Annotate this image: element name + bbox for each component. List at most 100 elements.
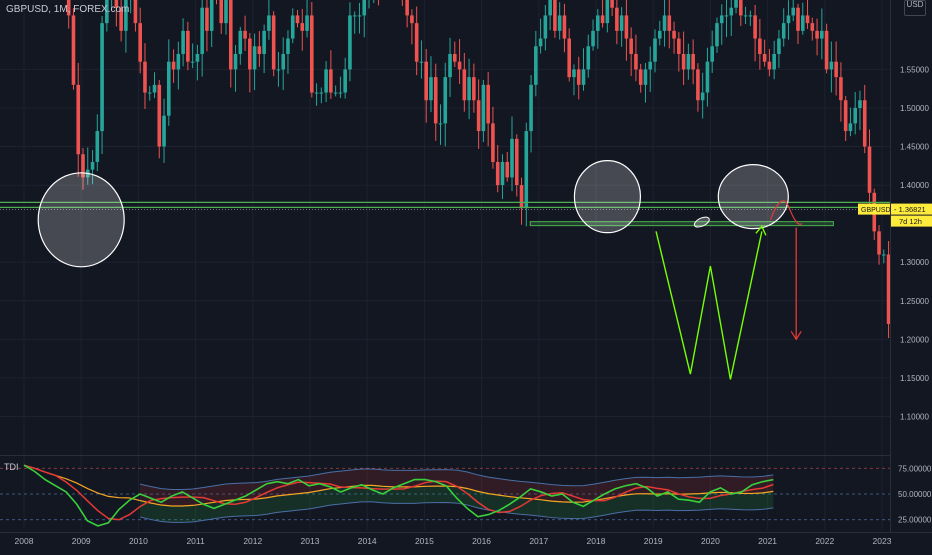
- symbol-title[interactable]: GBPUSD, 1M, FOREX.com: [6, 4, 130, 15]
- candle-body: [257, 46, 262, 54]
- candle-body: [862, 100, 867, 147]
- drawing-annotations: [0, 160, 890, 380]
- candle-body: [596, 15, 600, 31]
- tdi-indicator: TDI: [0, 455, 932, 527]
- symbol-tag-label: GBPUSD: [861, 207, 891, 214]
- candle-body: [472, 77, 476, 101]
- candle-body: [800, 15, 805, 31]
- candle-body: [839, 77, 843, 101]
- time-tick-label: 2012: [243, 536, 262, 546]
- tdi-base-line: [23, 464, 774, 507]
- candle-body: [777, 38, 781, 54]
- candle-body: [476, 100, 481, 132]
- price-tick-label: 1.25000: [900, 297, 929, 306]
- candle-body: [705, 61, 710, 93]
- time-tick-label: 2015: [415, 536, 434, 546]
- price-tag-value: - 1.36821: [894, 205, 926, 214]
- candle-body: [95, 131, 100, 162]
- candle-body: [562, 15, 567, 39]
- tdi-upper-band: [139, 468, 774, 491]
- candle-body: [281, 53, 285, 70]
- time-tick-label: 2023: [873, 536, 892, 546]
- candle-body: [338, 92, 343, 94]
- candle-body: [567, 38, 571, 78]
- candle-body: [66, 0, 71, 16]
- candle-body: [629, 38, 633, 54]
- candle-body: [310, 15, 314, 93]
- candle-body: [519, 185, 524, 209]
- price-tick-label: 1.30000: [900, 258, 929, 267]
- time-tick-label: 2013: [301, 536, 320, 546]
- candle-body: [853, 107, 857, 124]
- candle-body: [333, 92, 338, 94]
- candle-body: [610, 0, 614, 8]
- tdi-tick-label: 25.00000: [898, 516, 932, 525]
- candle-body: [820, 30, 824, 39]
- price-tick-label: 1.15000: [900, 374, 929, 383]
- highlight-circle: [573, 160, 642, 234]
- candle-body: [224, 0, 228, 24]
- candle-body: [486, 84, 490, 124]
- candle-body: [462, 69, 467, 101]
- candle-body: [443, 77, 448, 124]
- candle-body: [467, 77, 471, 101]
- candle-body: [181, 30, 185, 54]
- candle-body: [357, 15, 362, 17]
- currency-badge[interactable]: USD: [904, 0, 926, 16]
- candle-body: [686, 53, 691, 70]
- candle-body: [624, 15, 629, 39]
- candle-body: [543, 15, 548, 39]
- candle-body: [362, 0, 367, 16]
- candle-body: [410, 15, 414, 24]
- candle-body: [119, 7, 123, 31]
- candle-body: [209, 0, 214, 31]
- candle-body: [867, 146, 872, 193]
- candle-body: [243, 30, 247, 39]
- candle-body: [167, 61, 171, 116]
- neckline-zone: [529, 221, 834, 227]
- candle-body: [877, 231, 881, 255]
- candle-body: [200, 7, 204, 54]
- time-tick-label: 2021: [758, 536, 777, 546]
- candle-body: [495, 161, 500, 186]
- candle-body: [276, 69, 281, 71]
- candle-body: [815, 30, 819, 39]
- candle-body: [90, 161, 95, 170]
- w-pattern-arrowhead: [755, 225, 767, 236]
- countdown-bg: [891, 215, 932, 227]
- price-tick-label: 1.55000: [900, 65, 929, 74]
- candle-body: [152, 84, 157, 93]
- time-tick-label: 2009: [72, 536, 91, 546]
- tdi-tick-label: 75.00000: [898, 464, 932, 473]
- candle-body: [457, 61, 462, 70]
- time-tick-label: 2011: [186, 536, 205, 546]
- candle-body: [348, 15, 352, 70]
- candle-body: [848, 123, 853, 132]
- candle-body: [290, 15, 295, 39]
- tdi-lower-band-fill: [140, 485, 774, 523]
- candle-body: [767, 61, 772, 70]
- candle-body: [414, 23, 419, 62]
- candle-body: [724, 15, 729, 17]
- candle-body: [271, 15, 276, 70]
- candle-body: [615, 7, 619, 31]
- candle-body: [781, 23, 786, 39]
- projection-curve: [769, 200, 803, 225]
- candle-body: [743, 15, 748, 17]
- candle-body: [286, 38, 290, 54]
- candle-body: [429, 77, 433, 101]
- time-tick-label: 2019: [644, 536, 663, 546]
- candle-body: [710, 46, 714, 62]
- tdi-lower-band: [139, 501, 774, 523]
- candle-body: [205, 7, 209, 31]
- candle-body: [667, 15, 672, 31]
- candle-body: [581, 69, 586, 85]
- tdi-tick-label: 50.00000: [898, 490, 932, 499]
- candle-body: [252, 46, 257, 70]
- time-tick-label: 2017: [529, 536, 548, 546]
- candle-body: [605, 0, 610, 24]
- w-pattern-line: [655, 231, 763, 380]
- candle-body: [734, 0, 738, 8]
